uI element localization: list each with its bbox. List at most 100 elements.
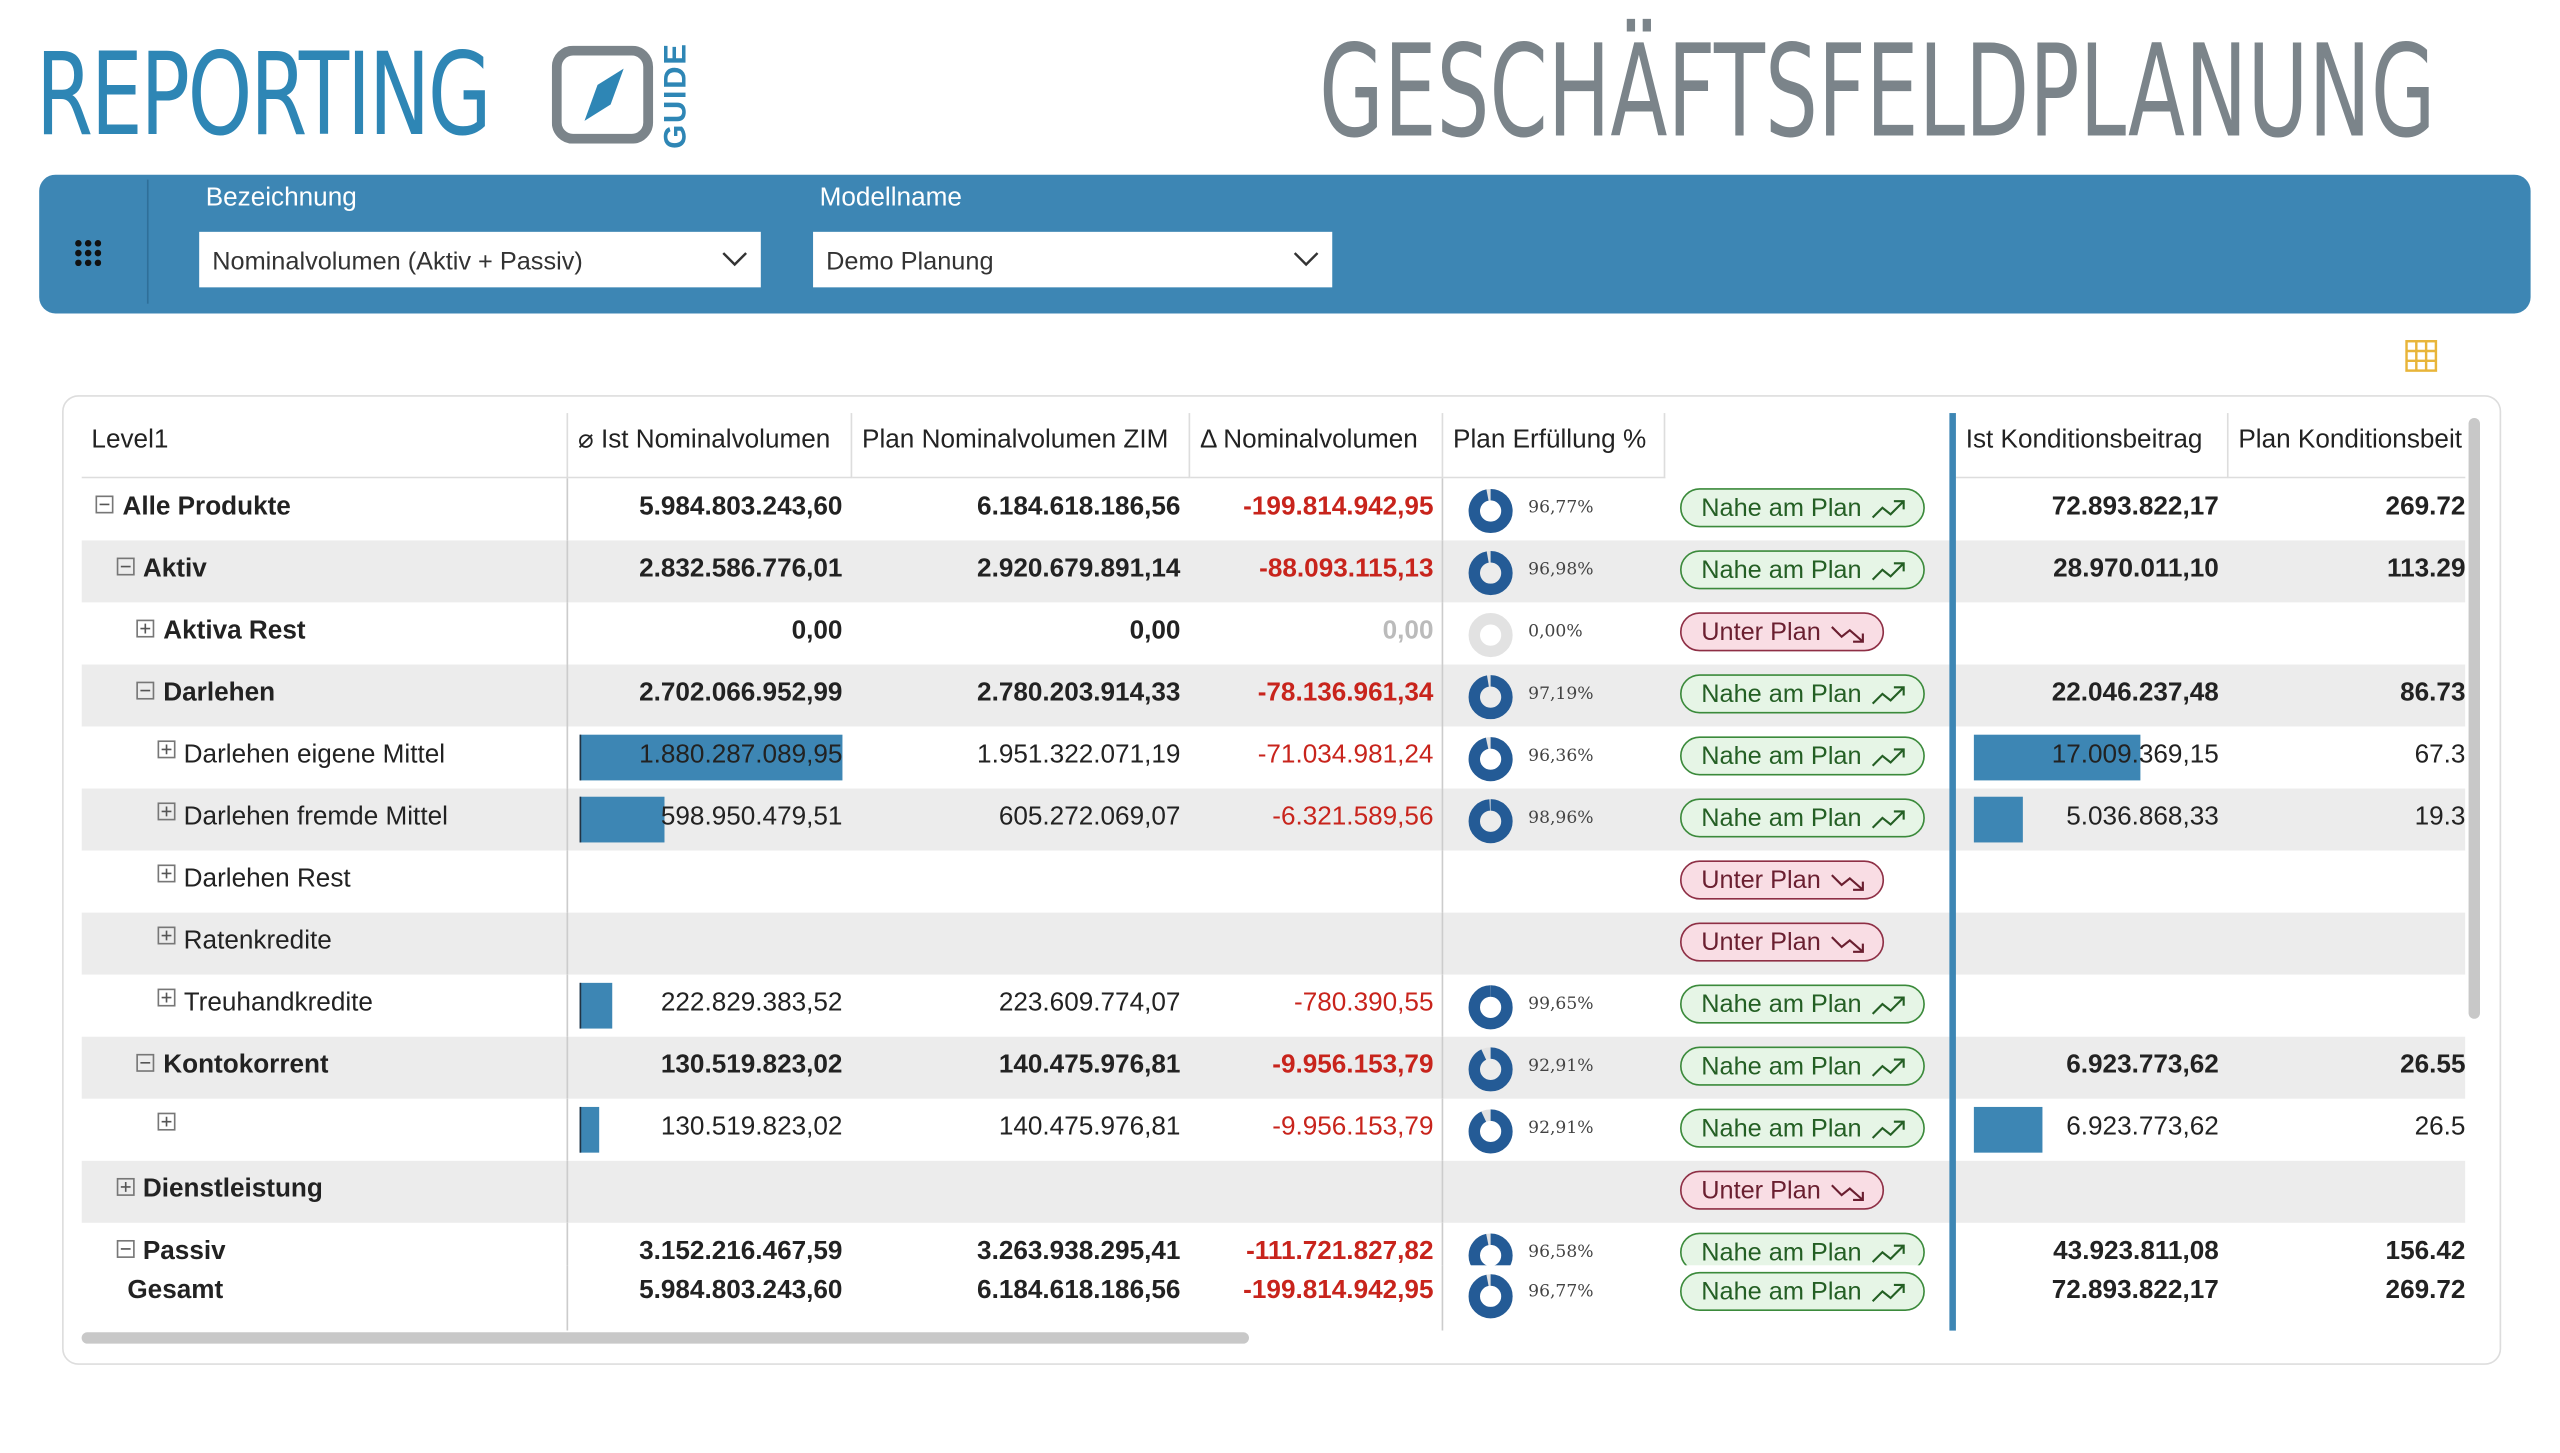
status-pill: Nahe am Plan xyxy=(1679,1046,1926,1086)
status-pill: Nahe am Plan xyxy=(1679,984,1926,1024)
cell-value: 156.428 xyxy=(2385,1237,2466,1266)
cell-border xyxy=(1664,1037,1666,1099)
percent-label: 92,91% xyxy=(1528,1056,1594,1076)
gauge xyxy=(1468,488,1513,534)
page-title: GESCHÄFTSFELDPLANUNG xyxy=(1319,19,2436,167)
table-row: Darlehen fremde Mittel 598.950.479,51 605.… xyxy=(81,788,2466,851)
cell-value: -78.136.961,34 xyxy=(1257,679,1434,707)
cell-value: 5.984.803.243,60 xyxy=(639,493,843,521)
cell-border xyxy=(1441,912,1444,975)
cell-value: 113.294 xyxy=(2387,555,2466,583)
status-text: Nahe am Plan xyxy=(1701,742,1862,771)
table-row: Aktiv 2.832.586.776,01 2.920.679.891,14 -88… xyxy=(81,540,2466,603)
trend-arrow xyxy=(1872,1120,1906,1139)
table-icon[interactable] xyxy=(2405,339,2438,373)
filter-dropdown[interactable]: Nominalvolumen (Aktiv + Passiv) xyxy=(199,231,761,288)
expand-icon[interactable] xyxy=(156,988,176,1008)
cell-value: -6.321.589,56 xyxy=(1272,803,1434,832)
table-row: Darlehen eigene Mittel 1.880.287.089,95 1.… xyxy=(81,726,2466,789)
cell-value: 3.152.216.467,59 xyxy=(639,1237,843,1266)
cell-border xyxy=(2227,851,2229,913)
cell-border xyxy=(1441,1222,1444,1285)
status-pill: Nahe am Plan xyxy=(1679,674,1926,714)
trend-arrow xyxy=(1872,1283,1906,1302)
cell-value: 140.475.976,81 xyxy=(998,1113,1181,1142)
row-label: Darlehen Rest xyxy=(183,865,351,894)
expand-icon[interactable] xyxy=(156,802,176,822)
cell-value: 0,00 xyxy=(1129,617,1181,645)
table-row: Kontokorrent 130.519.823,02 140.475.976,81… xyxy=(81,1036,2466,1099)
cell-border xyxy=(1189,851,1191,913)
status-text: Nahe am Plan xyxy=(1701,494,1862,523)
horizontal-scrollbar[interactable] xyxy=(81,1332,1249,1344)
expand-icon[interactable] xyxy=(115,557,135,577)
cell-border xyxy=(1441,788,1444,851)
cell-border xyxy=(1441,1265,1444,1331)
cell-value: 43.923.811,08 xyxy=(2053,1237,2219,1266)
cell-value: 19.34 xyxy=(2414,803,2466,832)
expand-icon[interactable] xyxy=(115,1177,135,1197)
cell-border xyxy=(1441,602,1444,665)
cell-value: -9.956.153,79 xyxy=(1272,1113,1434,1142)
status-text: Nahe am Plan xyxy=(1701,804,1862,833)
cell-value: 1.880.287.089,95 xyxy=(639,741,843,769)
cell-border xyxy=(1189,913,1191,975)
cell-value: 605.272.069,07 xyxy=(998,803,1181,832)
expand-icon[interactable] xyxy=(95,495,115,515)
cell-border xyxy=(1664,664,1666,726)
expand-icon[interactable] xyxy=(115,1239,135,1259)
data-bar xyxy=(579,982,613,1029)
cell-value: 2.920.679.891,14 xyxy=(977,555,1181,583)
cell-value: 130.519.823,02 xyxy=(660,1113,843,1142)
column-header: Plan Konditionsbeit xyxy=(2228,413,2466,479)
trend-arrow xyxy=(1872,1244,1906,1263)
cell-border xyxy=(566,788,569,851)
cell-border xyxy=(1441,974,1444,1037)
expand-icon[interactable] xyxy=(156,926,176,946)
gauge xyxy=(1468,1047,1513,1092)
status-pill: Unter Plan xyxy=(1679,612,1885,652)
status-text: Unter Plan xyxy=(1701,928,1821,957)
row-label: Aktiv xyxy=(142,555,207,583)
expand-icon[interactable] xyxy=(156,1112,176,1132)
divider xyxy=(146,179,149,304)
expand-icon[interactable] xyxy=(156,740,176,760)
cell-value: 140.475.976,81 xyxy=(998,1051,1181,1080)
trend-arrow xyxy=(1872,810,1906,829)
filter-dropdown[interactable]: Demo Planung xyxy=(813,231,1333,288)
expand-icon[interactable] xyxy=(156,864,176,884)
table-row: Darlehen Rest Unter Plan xyxy=(81,850,2466,913)
filter-value: Demo Planung xyxy=(826,248,994,276)
cell-border xyxy=(1441,726,1444,789)
menu-icon[interactable] xyxy=(75,239,102,267)
cell-border xyxy=(566,1265,569,1331)
gauge xyxy=(1468,985,1513,1030)
table-row: 130.519.823,02 140.475.976,81 -9.956.153,7… xyxy=(81,1098,2466,1161)
cell-border xyxy=(1441,540,1444,603)
status-text: Unter Plan xyxy=(1701,618,1821,647)
expand-icon[interactable] xyxy=(136,619,156,639)
cell-value: 130.519.823,02 xyxy=(660,1051,843,1080)
row-label: Alle Produkte xyxy=(122,493,291,521)
cell-value: 22.046.237,48 xyxy=(2051,679,2219,707)
cell-border xyxy=(566,912,569,975)
percent-label: 96,77% xyxy=(1528,1281,1594,1302)
expand-icon[interactable] xyxy=(136,1053,156,1073)
table-row: Aktiva Rest 0,00 0,00 0,00 0,00% Unter Plan xyxy=(81,602,2466,665)
cell-value: 3.263.938.295,41 xyxy=(977,1237,1181,1266)
cell-border xyxy=(1664,602,1666,664)
cell-value: 0,00 xyxy=(791,617,843,645)
column-header: Level1 xyxy=(81,413,569,479)
column-header: ⌀ Ist Nominalvolumen xyxy=(568,413,853,479)
cell-border xyxy=(2227,602,2229,664)
cell-border xyxy=(566,1160,569,1223)
vertical-scrollbar[interactable] xyxy=(2468,417,2480,1019)
cell-border xyxy=(851,913,853,975)
cell-border xyxy=(1189,1161,1191,1223)
cell-value: 1.951.322.071,19 xyxy=(977,741,1181,769)
cell-value: -9.956.153,79 xyxy=(1272,1051,1434,1080)
row-label: Gesamt xyxy=(127,1276,224,1305)
expand-icon[interactable] xyxy=(136,681,156,701)
